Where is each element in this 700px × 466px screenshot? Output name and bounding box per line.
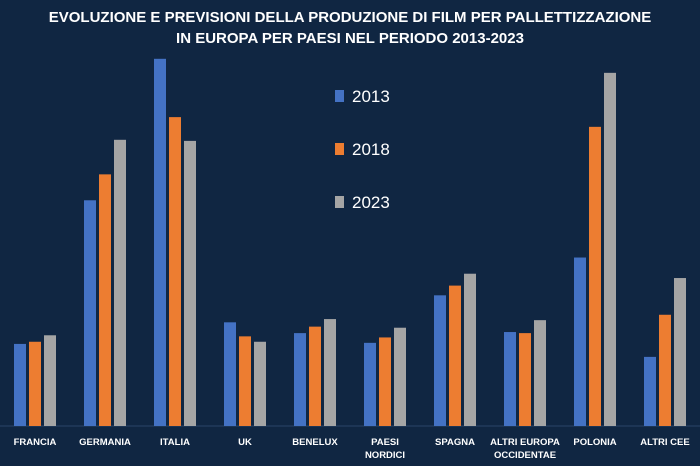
bar-2023-8 [604,72,616,426]
legend-swatch-2023 [335,196,344,208]
bars-group [14,58,686,427]
bar-2018-3 [239,336,251,426]
bar-2018-9 [659,314,671,426]
bar-2018-2 [169,117,181,427]
bar-2018-8 [589,126,601,426]
legend-label-2013: 2013 [352,87,390,106]
bar-2013-9 [644,356,656,426]
chart-title-line-2: IN EUROPA PER PAESI NEL PERIODO 2013-202… [176,30,524,47]
bar-2023-7 [534,320,546,426]
category-label-6-0: SPAGNA [435,437,475,448]
bar-2013-5 [364,342,376,426]
bar-2023-0 [44,335,56,426]
legend-label-2018: 2018 [352,140,390,159]
bar-2023-1 [114,139,126,427]
category-label-8-0: POLONIA [573,437,616,448]
bar-2018-0 [29,341,41,426]
category-label-0-0: FRANCIA [14,437,57,448]
category-label-1-0: GERMANIA [79,437,131,448]
bar-2013-3 [224,322,236,426]
bar-2023-2 [184,140,196,426]
bar-2013-4 [294,333,306,426]
bar-2013-6 [434,295,446,426]
category-label-3-0: UK [238,437,252,448]
legend-swatch-2018 [335,143,344,155]
category-label-7-1: OCCIDENTAE [494,450,556,461]
bar-2013-7 [504,332,516,426]
legend-label-2023: 2023 [352,193,390,212]
bar-2018-5 [379,337,391,426]
legend-swatch-2013 [335,90,344,102]
bar-2013-2 [154,58,166,427]
bar-2013-8 [574,257,586,426]
bar-2023-6 [464,273,476,426]
category-label-7-0: ALTRI EUROPA [490,437,560,448]
chart-title-line-1: EVOLUZIONE E PREVISIONI DELLA PRODUZIONE… [49,9,652,26]
legend: 2013 2018 2023 [335,87,390,212]
bar-2018-7 [519,333,531,426]
category-label-5-1: NORDICI [365,450,405,461]
bar-2018-4 [309,326,321,426]
category-label-5-0: PAESI [371,437,399,448]
bar-2013-1 [84,200,96,426]
category-label-4-0: BENELUX [292,437,338,448]
bar-2013-0 [14,343,26,426]
chart-title: EVOLUZIONE E PREVISIONI DELLA PRODUZIONE… [49,9,652,47]
bar-2023-9 [674,278,686,426]
bar-2018-1 [99,174,111,426]
bar-2018-6 [449,285,461,426]
bar-2023-5 [394,327,406,426]
category-label-2-0: ITALIA [160,437,190,448]
category-label-9-0: ALTRI CEE [640,437,689,448]
bar-2023-4 [324,319,336,426]
category-labels: FRANCIA GERMANIA ITALIA UK BENELUX PAESI NORDI… [14,437,690,461]
bar-2023-3 [254,341,266,426]
